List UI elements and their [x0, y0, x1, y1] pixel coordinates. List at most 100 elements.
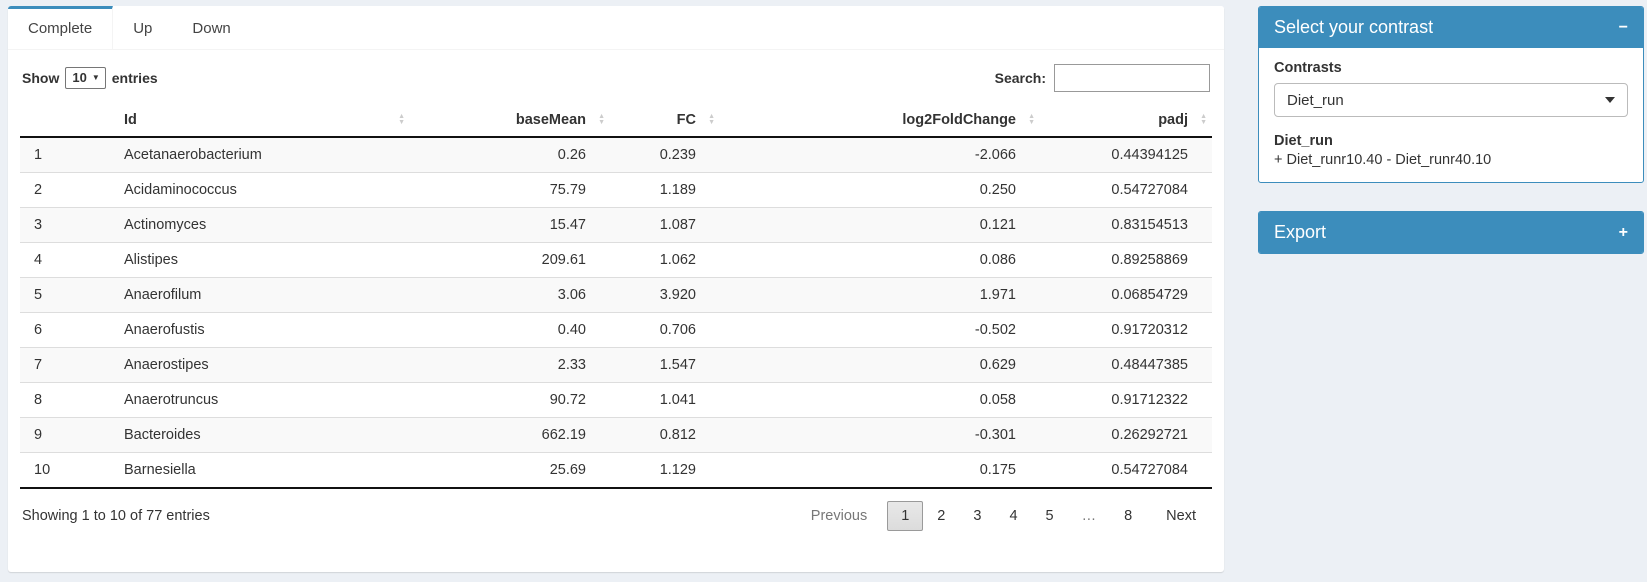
table-row[interactable]: 3 Actinomyces 15.47 1.087 0.121 0.831545… [20, 207, 1212, 243]
contrast-box-header[interactable]: Select your contrast − [1259, 7, 1643, 48]
row-id: Actinomyces [110, 207, 410, 243]
column-header-padj[interactable]: padj ▲ ▼ [1040, 104, 1212, 138]
column-header-index [20, 104, 110, 138]
row-index: 5 [20, 277, 110, 313]
pagination-page[interactable]: 4 [1009, 508, 1018, 524]
row-padj: 0.91712322 [1040, 382, 1212, 418]
pagination-ellipsis: … [1081, 508, 1097, 524]
row-padj: 0.06854729 [1040, 277, 1212, 313]
column-label: log2FoldChange [902, 112, 1016, 128]
row-fc: 1.041 [610, 382, 720, 418]
select-arrow-icon: ▼ [91, 73, 100, 82]
row-id: Anaerotruncus [110, 382, 410, 418]
export-box-title: Export [1274, 222, 1327, 242]
tab-complete[interactable]: Complete [8, 6, 114, 49]
row-basemean: 2.33 [410, 347, 610, 383]
column-header-id[interactable]: Id ▲ ▼ [110, 104, 410, 138]
pagination-page[interactable]: 8 [1124, 508, 1133, 524]
row-padj: 0.48447385 [1040, 347, 1212, 383]
row-index: 4 [20, 242, 110, 278]
row-basemean: 3.06 [410, 277, 610, 313]
table-row[interactable]: 9 Bacteroides 662.19 0.812 -0.301 0.2629… [20, 417, 1212, 453]
contrast-formula: + Diet_runr10.40 - Diet_runr40.10 [1274, 152, 1492, 168]
contrast-select-value: Diet_run [1287, 91, 1344, 109]
contrasts-label: Contrasts [1274, 60, 1342, 76]
tab-down[interactable]: Down [192, 20, 231, 37]
row-log2foldchange: 0.629 [720, 347, 1040, 383]
results-table: Id ▲ ▼ baseMean ▲ ▼ FC ▲ ▼ log2FoldChange ▲… [20, 104, 1212, 489]
table-body: 1 Acetanaerobacterium 0.26 0.239 -2.066 … [20, 137, 1212, 489]
row-index: 9 [20, 417, 110, 453]
row-log2foldchange: 1.971 [720, 277, 1040, 313]
row-fc: 1.189 [610, 172, 720, 208]
search-control: Search: [995, 64, 1210, 92]
search-input[interactable] [1054, 64, 1210, 92]
row-log2foldchange: 0.250 [720, 172, 1040, 208]
table-row[interactable]: 1 Acetanaerobacterium 0.26 0.239 -2.066 … [20, 137, 1212, 173]
row-padj: 0.83154513 [1040, 207, 1212, 243]
column-header-fc[interactable]: FC ▲ ▼ [610, 104, 720, 138]
row-padj: 0.91720312 [1040, 312, 1212, 348]
contrast-box-title: Select your contrast [1274, 17, 1434, 37]
row-index: 6 [20, 312, 110, 348]
pagination-page[interactable]: 2 [937, 508, 946, 524]
row-id: Acetanaerobacterium [124, 147, 262, 163]
column-header-basemean[interactable]: baseMean ▲ ▼ [410, 104, 610, 138]
table-row[interactable]: 8 Anaerotruncus 90.72 1.041 0.058 0.9171… [20, 382, 1212, 418]
row-padj: 0.54727084 [1040, 172, 1212, 208]
row-id: Anaerofustis [110, 312, 410, 348]
row-fc: 0.812 [610, 417, 720, 453]
table-row[interactable]: 10 Barnesiella 25.69 1.129 0.175 0.54727… [20, 452, 1212, 489]
contrast-name: Diet_run [1274, 133, 1333, 149]
column-label: padj [1158, 112, 1188, 128]
row-index: 7 [20, 347, 110, 383]
pagination-page[interactable]: 5 [1045, 508, 1054, 524]
column-header-log2foldchange[interactable]: log2FoldChange ▲ ▼ [720, 104, 1040, 138]
pagination-page[interactable]: 3 [973, 508, 982, 524]
pagination-next[interactable]: Next [1166, 508, 1196, 524]
row-fc: 0.239 [659, 147, 696, 163]
row-id: Anaerofilum [110, 277, 410, 313]
row-basemean: 209.61 [410, 242, 610, 278]
page-length-value: 10 [72, 70, 87, 85]
column-label: FC [676, 112, 696, 128]
expand-icon[interactable]: + [1618, 223, 1628, 241]
row-padj: 0.26292721 [1040, 417, 1212, 453]
row-index: 10 [20, 452, 110, 489]
entries-label: entries [111, 70, 158, 86]
dropdown-caret-icon [1605, 97, 1615, 103]
pagination-page[interactable]: 1 [887, 501, 924, 531]
row-fc: 1.062 [610, 242, 720, 278]
table-row[interactable]: 2 Acidaminococcus 75.79 1.189 0.250 0.54… [20, 172, 1212, 208]
row-padj: 0.54727084 [1040, 452, 1212, 489]
column-label: baseMean [515, 112, 586, 128]
pagination-previous[interactable]: Previous [810, 508, 868, 524]
tab-bar: Complete Up Down [8, 6, 1224, 50]
table-row[interactable]: 7 Anaerostipes 2.33 1.547 0.629 0.484473… [20, 347, 1212, 383]
row-fc: 0.706 [610, 312, 720, 348]
table-row[interactable]: 6 Anaerofustis 0.40 0.706 -0.502 0.91720… [20, 312, 1212, 348]
export-box: Export + [1258, 211, 1644, 254]
row-index: 8 [20, 382, 110, 418]
table-row[interactable]: 4 Alistipes 209.61 1.062 0.086 0.8925886… [20, 242, 1212, 278]
pagination: Previous 1 2 3 4 5 … 8 Next [797, 501, 1210, 531]
row-basemean: 0.40 [410, 312, 610, 348]
table-row[interactable]: 5 Anaerofilum 3.06 3.920 1.971 0.0685472… [20, 277, 1212, 313]
contrast-select[interactable]: Diet_run [1274, 83, 1628, 117]
export-box-header[interactable]: Export + [1259, 212, 1643, 253]
row-log2foldchange: -2.066 [974, 147, 1016, 163]
show-label: Show [22, 70, 60, 86]
collapse-icon[interactable]: − [1618, 18, 1628, 36]
sort-icon: ▲ ▼ [1028, 113, 1035, 126]
row-log2foldchange: -0.502 [720, 312, 1040, 348]
row-fc: 1.547 [610, 347, 720, 383]
tab-up[interactable]: Up [133, 20, 153, 37]
row-log2foldchange: 0.086 [720, 242, 1040, 278]
row-id: Alistipes [110, 242, 410, 278]
sort-icon: ▲ ▼ [1200, 113, 1207, 126]
show-entries-control: Show 10 ▼ entries [22, 67, 158, 89]
results-card: Complete Up Down Show 10 ▼ entries Searc… [8, 6, 1224, 572]
row-index: 1 [34, 147, 43, 163]
row-index: 2 [20, 172, 110, 208]
page-length-select[interactable]: 10 ▼ [65, 67, 106, 89]
